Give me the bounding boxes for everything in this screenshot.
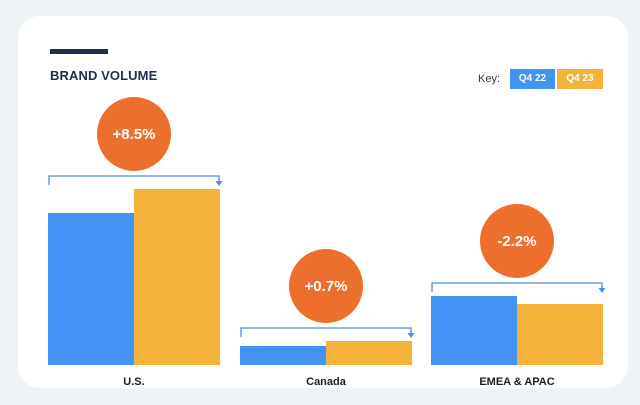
category-label-u-s: U.S. — [123, 376, 144, 388]
change-label-canada: +0.7% — [305, 278, 348, 295]
bracket-arrow-canada — [407, 333, 415, 338]
bar-canada-q4-23 — [326, 341, 412, 365]
bracket-u-s — [48, 175, 220, 185]
bracket-canada — [240, 327, 412, 337]
bar-canada-q4-22 — [240, 346, 326, 365]
change-bubble-canada — [289, 249, 363, 323]
bar-emea-apac-q4-23 — [517, 304, 603, 365]
category-label-emea-apac: EMEA & APAC — [479, 376, 554, 388]
bar-u-s-q4-22 — [48, 213, 134, 365]
bracket-arrow-u-s — [215, 181, 223, 186]
change-label-u-s: +8.5% — [113, 126, 156, 143]
title-accent-bar — [50, 49, 108, 54]
category-label-canada: Canada — [306, 376, 347, 388]
bar-u-s-q4-23 — [134, 189, 220, 365]
legend-item-q4-22: Q4 22 — [510, 69, 555, 89]
change-label-emea-apac: -2.2% — [497, 233, 536, 250]
legend-key-label: Key: — [478, 73, 501, 85]
bracket-emea-apac — [431, 282, 603, 292]
change-bubble-u-s — [97, 97, 171, 171]
chart-title: BRAND VOLUME — [50, 68, 158, 83]
bracket-arrow-emea-apac — [598, 288, 606, 293]
bar-emea-apac-q4-22 — [431, 296, 517, 365]
change-bubble-emea-apac — [480, 204, 554, 278]
legend-item-q4-23: Q4 23 — [557, 69, 603, 89]
